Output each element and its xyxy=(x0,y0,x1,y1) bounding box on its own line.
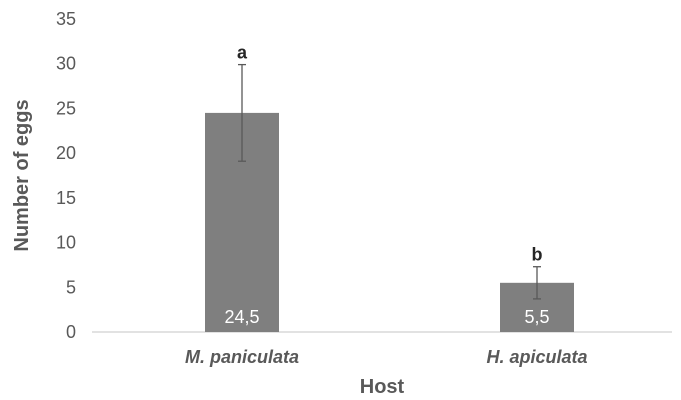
y-tick-label: 20 xyxy=(56,143,76,163)
x-category-label: H. apiculata xyxy=(486,347,587,367)
y-tick-label: 5 xyxy=(66,277,76,297)
x-category-label: M. paniculata xyxy=(185,347,299,367)
y-axis-title: Number of eggs xyxy=(11,99,33,251)
significance-letter: a xyxy=(237,43,248,63)
y-tick-label: 0 xyxy=(66,322,76,342)
y-axis-ticks: 0 5 10 15 20 25 30 35 xyxy=(56,9,76,342)
y-tick-label: 25 xyxy=(56,98,76,118)
bars: a 24,5 b 5,5 xyxy=(205,43,574,332)
y-tick-label: 30 xyxy=(56,54,76,74)
significance-letter: b xyxy=(532,245,543,265)
x-axis-title: Host xyxy=(360,376,405,398)
y-tick-label: 15 xyxy=(56,188,76,208)
x-axis-categories: M. paniculata H. apiculata xyxy=(185,347,588,367)
data-label: 5,5 xyxy=(524,307,549,327)
y-tick-label: 35 xyxy=(56,9,76,29)
data-label: 24,5 xyxy=(224,307,259,327)
y-tick-label: 10 xyxy=(56,233,76,253)
